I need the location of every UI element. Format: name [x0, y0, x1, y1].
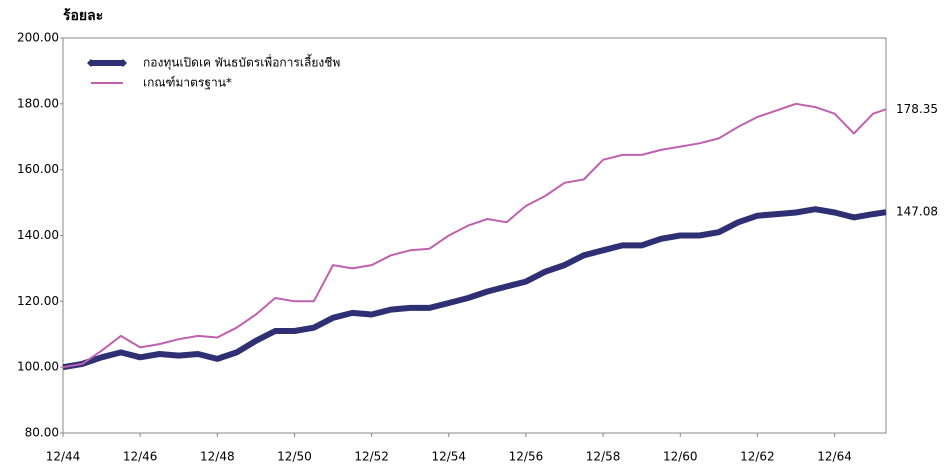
- y-tick-label: 160.00: [17, 162, 59, 176]
- x-tick-label: 12/56: [509, 450, 544, 464]
- legend-marker: [87, 59, 95, 67]
- x-tick-label: 12/48: [200, 450, 235, 464]
- x-tick-label: 12/50: [277, 450, 312, 464]
- x-tick-label: 12/46: [123, 450, 158, 464]
- x-tick-label: 12/62: [740, 450, 775, 464]
- legend-label: กองทุนเปิดเค พันธบัตรเพื่อการเลี้ยงชีพ: [143, 54, 340, 71]
- y-tick-label: 140.00: [17, 228, 59, 242]
- y-tick-label: 80.00: [25, 426, 59, 440]
- x-tick-label: 12/44: [46, 450, 81, 464]
- series-line: [62, 206, 887, 371]
- x-tick-label: 12/58: [586, 450, 621, 464]
- plot-frame: [62, 37, 887, 434]
- y-axis-label: ร้อยละ: [63, 8, 103, 24]
- legend-label: เกณฑ์มาตรฐาน*: [143, 76, 232, 90]
- x-tick-label: 12/64: [817, 450, 852, 464]
- series-line: [62, 102, 887, 369]
- y-tick-label: 100.00: [17, 360, 59, 374]
- x-tick-label: 12/54: [431, 450, 466, 464]
- end-value-label: 147.08: [896, 205, 938, 219]
- y-tick-label: 120.00: [17, 294, 59, 308]
- end-value-label: 178.35: [896, 102, 938, 116]
- x-tick-label: 12/52: [354, 450, 389, 464]
- legend-marker: [119, 59, 127, 67]
- y-tick-label: 200.00: [17, 31, 59, 45]
- x-tick-label: 12/60: [663, 450, 698, 464]
- y-tick-label: 180.00: [17, 96, 59, 110]
